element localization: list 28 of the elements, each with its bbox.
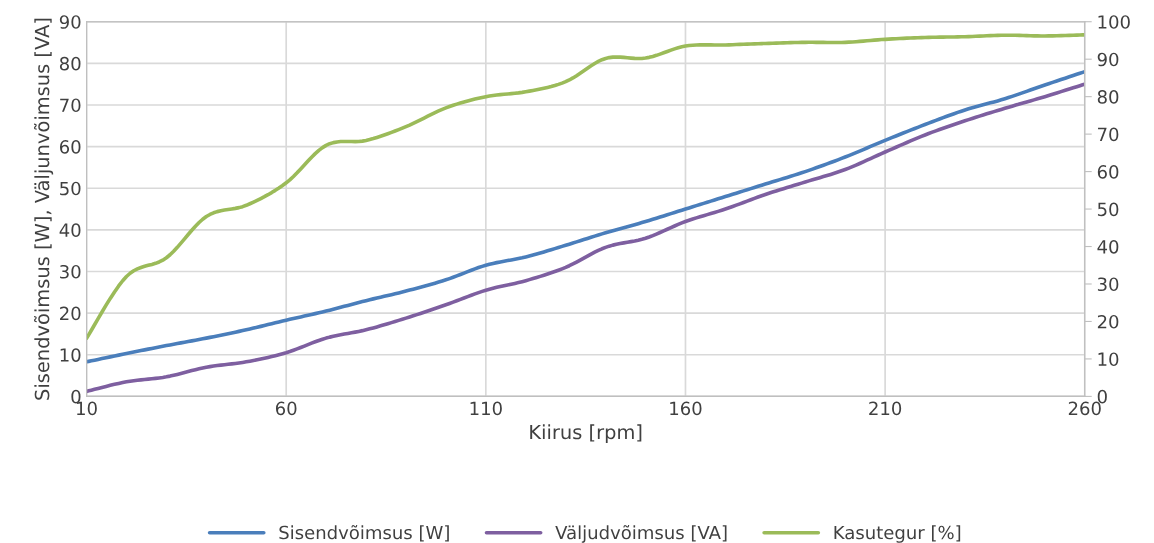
y2-tick-label: 40	[1097, 239, 1119, 254]
x-tick-label: 110	[470, 401, 502, 416]
y2-tick-label: 100	[1098, 15, 1130, 29]
y-tick-label: 50	[60, 181, 81, 196]
y2-tick-label: 80	[1097, 90, 1119, 104]
y2-tick-label: 70	[1098, 127, 1119, 142]
y2-tick-label: 20	[1097, 314, 1119, 329]
y2-tick-label: 30	[1097, 277, 1119, 292]
y-tick-label: 80	[59, 56, 81, 71]
x-tick-label: 60	[275, 401, 297, 416]
y-tick-label: 90	[59, 15, 81, 29]
y-tick-label: 30	[60, 264, 81, 279]
y-tick-label: 10	[60, 348, 81, 362]
y2-tick-label: 60	[1097, 165, 1119, 179]
y2-tick-label: 90	[1097, 52, 1119, 67]
y-axis-title: Sisendvõimsus [W], Väljunvõimsus [VA]	[34, 18, 54, 400]
y-tick-label: 40	[59, 223, 81, 237]
legend-label: Kasutegur [%]	[834, 525, 961, 543]
legend-label: Sisendvõimsus [W]	[279, 525, 449, 542]
y-tick-label: 70	[60, 98, 81, 113]
x-axis-title: Kiirus [rpm]	[530, 424, 642, 444]
y-tick-label: 20	[60, 306, 81, 321]
y2-tick-label: 50	[1097, 202, 1119, 217]
x-tick-label: 160	[670, 401, 702, 416]
legend-label: Väljudvõimsus [VA]	[555, 525, 727, 543]
y2-tick-label: 10	[1098, 352, 1119, 367]
y-tick-label: 60	[59, 140, 81, 154]
x-tick-label: 210	[869, 401, 902, 416]
